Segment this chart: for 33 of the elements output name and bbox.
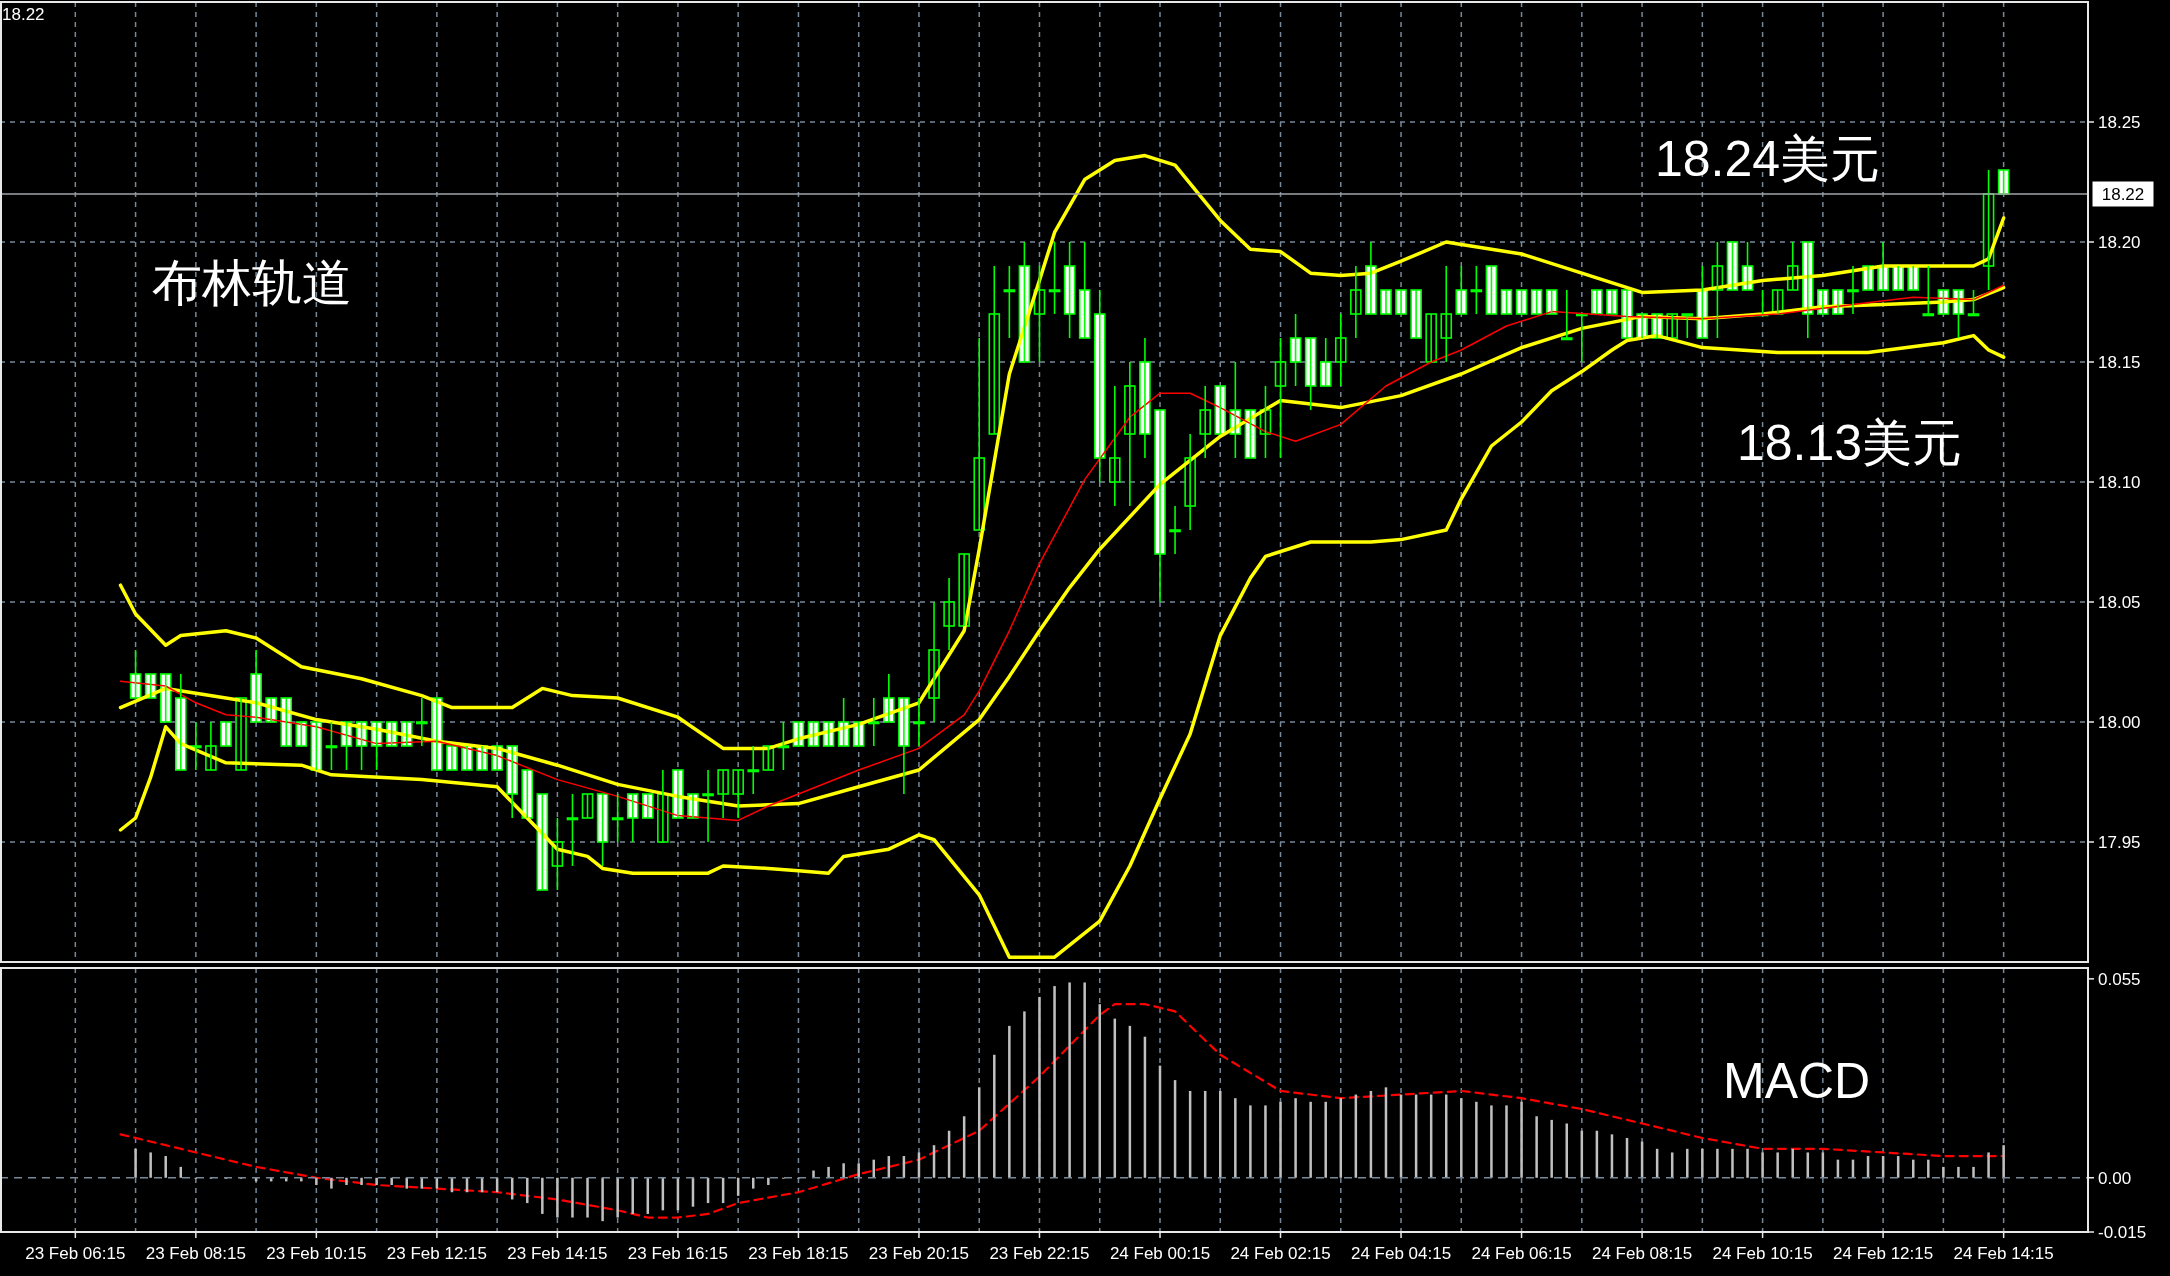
x-tick-label: 24 Feb 04:15	[1350, 1244, 1452, 1263]
y-tick-label: 18.10	[2098, 473, 2141, 492]
y-tick-label: -0.015	[2098, 1223, 2147, 1242]
annotation: 18.13美元	[1737, 415, 1963, 471]
x-tick-label: 23 Feb 22:15	[989, 1244, 1090, 1263]
x-tick-label: 24 Feb 06:15	[1471, 1244, 1572, 1263]
y-tick-label: 17.95	[2098, 833, 2141, 852]
x-tick-label: 23 Feb 20:15	[868, 1244, 970, 1263]
y-tick-label: 18.20	[2098, 233, 2141, 252]
y-tick-label: 0.00	[2098, 1168, 2132, 1188]
x-tick-label: 24 Feb 14:15	[1953, 1244, 2054, 1263]
y-tick-label: 18.05	[2098, 593, 2141, 612]
y-tick-label: 0.055	[2098, 969, 2141, 989]
x-tick-label: 23 Feb 10:15	[266, 1244, 367, 1263]
ref-line-label: 18.22	[2101, 185, 2145, 204]
x-tick-label: 23 Feb 16:15	[627, 1244, 729, 1263]
annotation: 布林轨道	[152, 255, 352, 311]
annotation: 18.22	[2, 5, 45, 24]
x-tick-label: 23 Feb 12:15	[386, 1244, 487, 1263]
x-tick-label: 24 Feb 02:15	[1230, 1244, 1331, 1263]
x-tick-label: 24 Feb 08:15	[1591, 1244, 1693, 1263]
x-tick-label: 24 Feb 10:15	[1712, 1244, 1813, 1263]
x-tick-label: 24 Feb 00:15	[1109, 1244, 1211, 1263]
annotation: 18.24美元	[1655, 131, 1881, 187]
x-tick-label: 23 Feb 06:15	[25, 1244, 126, 1263]
y-tick-label: 18.00	[2098, 713, 2141, 732]
annotation: MACD	[1723, 1053, 1871, 1109]
x-tick-label: 23 Feb 18:15	[748, 1244, 849, 1263]
y-tick-label: 18.15	[2098, 353, 2141, 372]
y-tick-label: 18.25	[2098, 113, 2141, 132]
x-tick-label: 23 Feb 14:15	[507, 1244, 608, 1263]
x-tick-label: 24 Feb 12:15	[1833, 1244, 1934, 1263]
x-tick-label: 23 Feb 08:15	[145, 1244, 246, 1263]
